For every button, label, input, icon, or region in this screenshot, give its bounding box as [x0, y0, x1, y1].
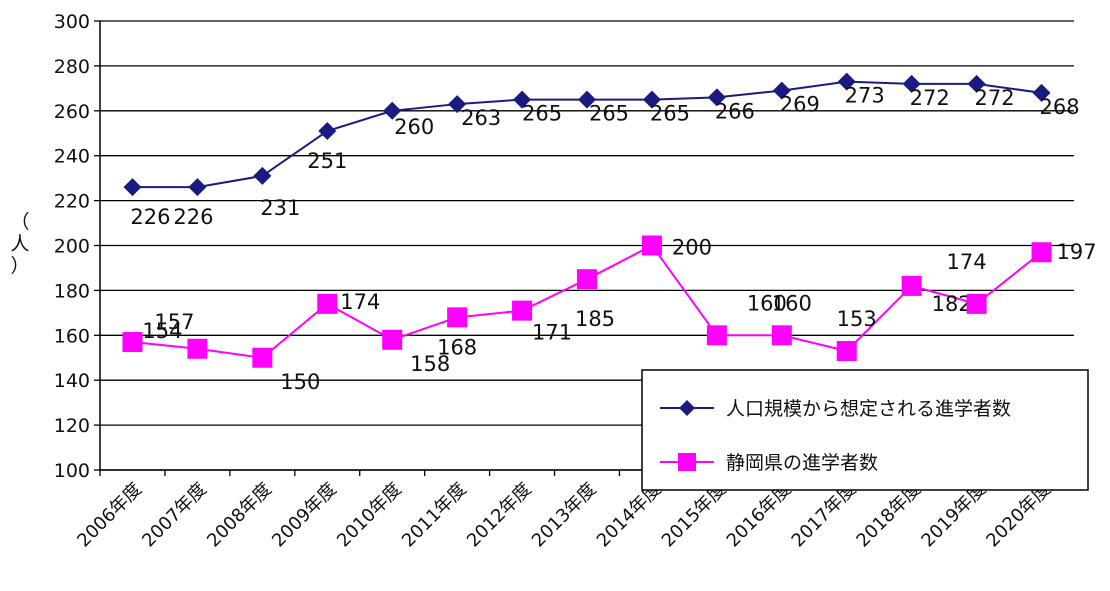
x-tick-label: 2012年度 [463, 479, 536, 552]
data-point [253, 166, 272, 185]
data-label: 265 [522, 102, 562, 126]
y-axis-label: （人） [10, 211, 29, 277]
data-label: 154 [142, 319, 182, 343]
legend-box [641, 369, 1089, 491]
data-label: 160 [772, 291, 812, 315]
data-label: 157 [154, 310, 194, 334]
data-label: 185 [575, 307, 615, 331]
x-tick-label: 2008年度 [203, 479, 276, 552]
data-label: 150 [280, 370, 320, 394]
data-point [448, 95, 467, 114]
series-line [132, 244, 1043, 359]
data-point [966, 293, 987, 314]
data-point [382, 329, 403, 350]
x-tick-label: 2011年度 [398, 479, 471, 552]
data-point [1031, 242, 1052, 263]
y-tick-label: 280 [54, 56, 90, 78]
y-tick-label: 140 [54, 370, 90, 392]
data-point [513, 90, 532, 109]
y-tick-label: 200 [54, 236, 90, 258]
legend-label: 人口規模から想定される進学者数 [726, 398, 1011, 420]
data-label: 171 [532, 321, 572, 345]
y-tick-label: 260 [54, 101, 90, 123]
y-tick-label: 100 [54, 460, 90, 482]
legend-marker [679, 400, 695, 416]
y-tick-label: 120 [54, 415, 90, 437]
series-group: 226 226 231 251 260 263 265 265 265 266 269 273 272 2… [122, 72, 1097, 394]
data-point [707, 88, 726, 107]
data-point [317, 293, 338, 314]
data-label: 153 [837, 307, 877, 331]
data-label: 197 [1056, 240, 1096, 264]
data-point [512, 300, 533, 321]
data-label: 260 [394, 115, 434, 139]
x-tick-label: 2013年度 [528, 479, 601, 552]
data-point [252, 347, 273, 368]
data-point [902, 74, 921, 93]
x-tick-label: 2009年度 [268, 479, 341, 552]
data-label: 265 [650, 102, 690, 126]
data-point [772, 81, 791, 100]
x-tick-label: 2010年度 [333, 479, 406, 552]
data-label: 265 [589, 102, 629, 126]
data-label: 269 [780, 93, 820, 117]
data-label: 168 [437, 335, 477, 359]
data-point [187, 338, 208, 359]
data-point [188, 178, 207, 197]
data-label: 231 [260, 196, 300, 220]
data-point [642, 90, 661, 109]
data-point [1032, 83, 1051, 102]
data-point [641, 235, 662, 256]
data-label: 273 [845, 84, 885, 108]
data-label: 158 [410, 352, 450, 376]
data-label: 251 [307, 149, 347, 173]
data-point [383, 101, 402, 120]
data-label: 266 [715, 99, 755, 123]
data-point [836, 341, 857, 362]
data-label: 200 [672, 236, 712, 260]
data-label: 272 [910, 86, 950, 110]
data-point [318, 122, 337, 141]
data-point [123, 178, 142, 197]
data-label: 174 [947, 250, 987, 274]
data-point [122, 332, 143, 353]
series-1: 226 226 231 251 260 263 265 265 265 266 269 273 272 2… [123, 72, 1080, 229]
data-point [447, 307, 468, 328]
data-point [578, 90, 596, 109]
y-tick-label: 240 [54, 146, 90, 168]
data-label: 160 [747, 291, 787, 315]
y-tick-label: 160 [54, 325, 90, 347]
gridlines [100, 20, 1074, 471]
data-label: 226 [173, 205, 213, 229]
data-label: 226 [130, 205, 170, 229]
y-tick-label: 180 [54, 280, 90, 302]
data-label: 263 [461, 106, 501, 130]
data-point [967, 74, 986, 93]
data-point [706, 325, 727, 346]
legend-label: 静岡県の進学者数 [726, 452, 878, 474]
data-label: 182 [932, 292, 972, 316]
data-label: 174 [340, 290, 380, 314]
data-point [771, 325, 792, 346]
y-tick-label: 220 [54, 191, 90, 213]
legend-marker [678, 453, 696, 471]
data-label: 272 [975, 86, 1015, 110]
y-tick-labels: 100 120 140 160 180 200 220 240 260 280 300 [54, 11, 90, 482]
data-point [837, 72, 856, 91]
y-tick-label: 300 [54, 11, 90, 33]
data-point [577, 269, 597, 290]
data-point [901, 275, 922, 296]
data-label: 268 [1039, 95, 1079, 119]
x-tick-label: 2007年度 [138, 479, 211, 552]
x-tick-label: 2006年度 [73, 479, 146, 552]
